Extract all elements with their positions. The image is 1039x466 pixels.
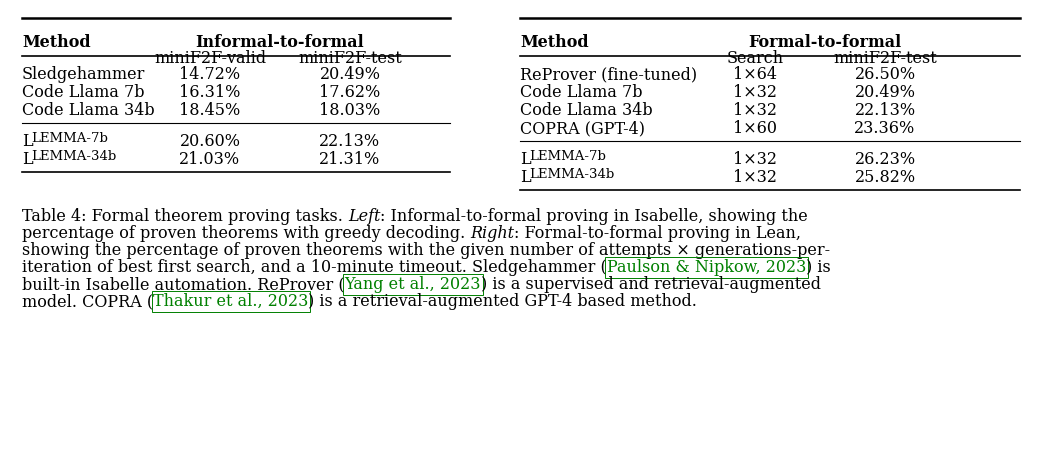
Text: built-in Isabelle automation. ReProver (: built-in Isabelle automation. ReProver ( xyxy=(22,276,345,293)
Text: 14.72%: 14.72% xyxy=(180,66,241,83)
Text: Method: Method xyxy=(22,34,90,51)
Text: Left: Left xyxy=(348,208,380,225)
Text: percentage of proven theorems with greedy decoding.: percentage of proven theorems with greed… xyxy=(22,225,471,242)
Text: 1×32: 1×32 xyxy=(732,84,777,101)
Text: Method: Method xyxy=(520,34,589,51)
Text: 18.03%: 18.03% xyxy=(319,102,380,119)
Text: L: L xyxy=(520,169,531,186)
Text: 26.23%: 26.23% xyxy=(854,151,915,168)
Text: Code Llama 7b: Code Llama 7b xyxy=(520,84,642,101)
Text: ) is: ) is xyxy=(806,259,831,276)
Text: Thakur et al., 2023: Thakur et al., 2023 xyxy=(153,293,309,310)
Text: 1×60: 1×60 xyxy=(732,120,777,137)
Text: 21.31%: 21.31% xyxy=(319,151,380,168)
Text: showing the percentage of proven theorems with the given number of attempts × ge: showing the percentage of proven theorem… xyxy=(22,242,830,259)
Text: Code Llama 34b: Code Llama 34b xyxy=(22,102,155,119)
Text: ReProver (fine-tuned): ReProver (fine-tuned) xyxy=(520,66,697,83)
Text: 20.60%: 20.60% xyxy=(180,133,240,150)
Text: 18.45%: 18.45% xyxy=(180,102,241,119)
Text: COPRA (GPT-4): COPRA (GPT-4) xyxy=(520,120,645,137)
Text: Formal-to-formal: Formal-to-formal xyxy=(748,34,902,51)
Text: 1×32: 1×32 xyxy=(732,151,777,168)
Text: miniF2F-test: miniF2F-test xyxy=(833,50,937,67)
Text: Yang et al., 2023: Yang et al., 2023 xyxy=(345,276,481,293)
Text: iteration of best first search, and a 10-minute timeout. Sledgehammer (: iteration of best first search, and a 10… xyxy=(22,259,607,276)
Text: 23.36%: 23.36% xyxy=(854,120,915,137)
Text: ) is a supervised and retrieval-augmented: ) is a supervised and retrieval-augmente… xyxy=(481,276,821,293)
Text: LEMMA-34b: LEMMA-34b xyxy=(529,167,614,180)
Text: L: L xyxy=(520,151,531,168)
Text: 22.13%: 22.13% xyxy=(319,133,380,150)
Text: 26.50%: 26.50% xyxy=(854,66,915,83)
Text: LEMMA-34b: LEMMA-34b xyxy=(31,150,116,163)
Text: 20.49%: 20.49% xyxy=(854,84,915,101)
Text: ) is a retrieval-augmented GPT-4 based method.: ) is a retrieval-augmented GPT-4 based m… xyxy=(309,293,697,310)
Text: 1×32: 1×32 xyxy=(732,102,777,119)
Text: L: L xyxy=(22,151,32,168)
Text: Search: Search xyxy=(726,50,783,67)
Text: Sledgehammer: Sledgehammer xyxy=(22,66,145,83)
Text: 17.62%: 17.62% xyxy=(319,84,380,101)
Text: L: L xyxy=(22,133,32,150)
Text: Code Llama 7b: Code Llama 7b xyxy=(22,84,144,101)
Text: : Formal-to-formal proving in Lean,: : Formal-to-formal proving in Lean, xyxy=(514,225,801,242)
Text: miniF2F-test: miniF2F-test xyxy=(298,50,402,67)
Text: 1×64: 1×64 xyxy=(732,66,777,83)
Text: Paulson & Nipkow, 2023: Paulson & Nipkow, 2023 xyxy=(607,259,806,276)
Text: 22.13%: 22.13% xyxy=(854,102,915,119)
Text: Right: Right xyxy=(471,225,514,242)
Text: Table 4: Formal theorem proving tasks.: Table 4: Formal theorem proving tasks. xyxy=(22,208,348,225)
Text: 1×32: 1×32 xyxy=(732,169,777,186)
Text: model. COPRA (: model. COPRA ( xyxy=(22,293,153,310)
Text: LEMMA-7b: LEMMA-7b xyxy=(529,150,606,163)
Text: 25.82%: 25.82% xyxy=(854,169,915,186)
Text: LEMMA-7b: LEMMA-7b xyxy=(31,131,108,144)
Text: miniF2F-valid: miniF2F-valid xyxy=(154,50,266,67)
Text: Informal-to-formal: Informal-to-formal xyxy=(195,34,365,51)
Text: 21.03%: 21.03% xyxy=(180,151,241,168)
Text: 20.49%: 20.49% xyxy=(320,66,380,83)
Text: Code Llama 34b: Code Llama 34b xyxy=(520,102,652,119)
Text: 16.31%: 16.31% xyxy=(180,84,241,101)
Text: : Informal-to-formal proving in Isabelle, showing the: : Informal-to-formal proving in Isabelle… xyxy=(380,208,808,225)
